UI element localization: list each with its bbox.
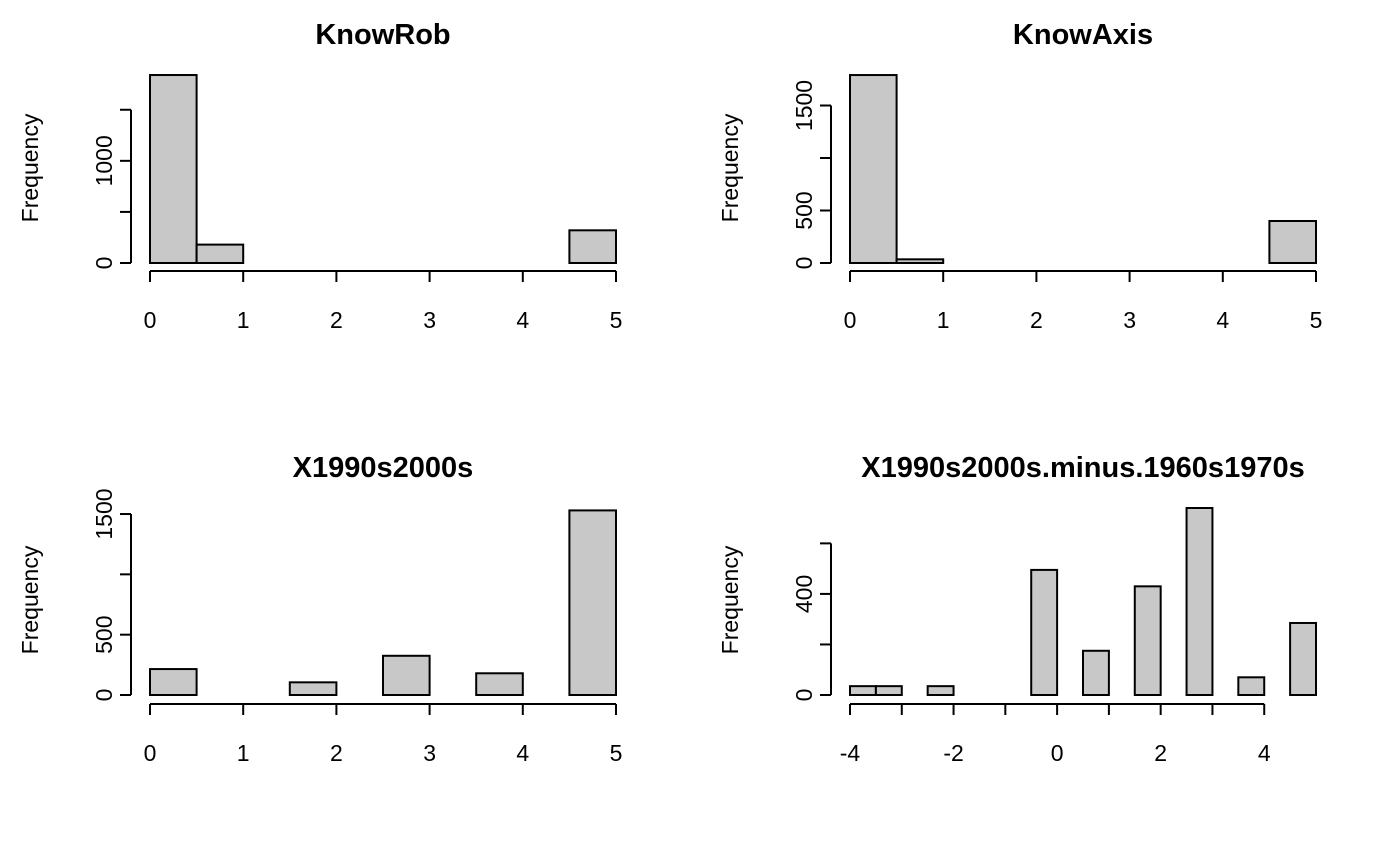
- histogram-bar: [1237, 676, 1266, 696]
- y-tick-label: 1500: [91, 488, 117, 539]
- x-tick-label: -2: [943, 740, 963, 766]
- histogram-bar: [475, 672, 524, 697]
- panel-title: X1990s2000s: [293, 452, 474, 484]
- histogram-bar: [382, 654, 431, 697]
- x-tick-label: 1: [237, 740, 250, 766]
- x-tick-label: 2: [1030, 307, 1043, 333]
- panel-title: X1990s2000s.minus.1960s1970s: [861, 452, 1304, 484]
- x-tick-label: 0: [844, 307, 857, 333]
- histogram-bar: [568, 229, 618, 264]
- histogram-bar: [1133, 585, 1162, 696]
- y-tick-label: 1000: [91, 135, 117, 186]
- x-tick-label: 0: [144, 307, 157, 333]
- y-axis-label: Frequency: [17, 545, 43, 654]
- histogram-panel-1: KnowRob Frequency 0 1000 0 1 2 3 4 5: [17, 19, 622, 333]
- x-tick-label: -4: [840, 740, 861, 766]
- histogram-bar: [1082, 649, 1110, 697]
- x-tick-label: 3: [423, 307, 436, 333]
- histogram-bar: [1289, 621, 1317, 697]
- histogram-bar: [1030, 568, 1059, 697]
- x-tick-label: 4: [1258, 740, 1271, 766]
- x-tick-label: 0: [1051, 740, 1064, 766]
- y-tick-label: 500: [91, 615, 117, 653]
- histogram-bar: [1268, 220, 1318, 264]
- x-tick-label: 1: [237, 307, 250, 333]
- histogram-bar: [849, 685, 877, 696]
- y-axis-label: Frequency: [717, 113, 743, 222]
- histogram-bar: [849, 74, 898, 264]
- x-tick-label: 2: [330, 740, 343, 766]
- x-tick-label: 2: [330, 307, 343, 333]
- x-tick-label: 4: [516, 307, 529, 333]
- y-axis-label: Frequency: [17, 113, 43, 222]
- histogram-panel-2: KnowAxis Frequency 0 500 1500 0 1 2 3 4 5: [717, 19, 1322, 333]
- histogram-bar: [1185, 507, 1214, 696]
- y-tick-label: 0: [91, 689, 117, 702]
- y-tick-label: 500: [791, 191, 817, 229]
- x-tick-label: 4: [1216, 307, 1229, 333]
- histogram-bar: [568, 509, 618, 696]
- y-tick-label: 0: [91, 257, 117, 270]
- panel-title: KnowRob: [315, 19, 450, 51]
- histogram-bar: [288, 681, 338, 697]
- histogram-bar: [895, 258, 945, 265]
- histogram-bar: [926, 685, 955, 696]
- x-tick-label: 0: [144, 740, 157, 766]
- x-tick-label: 5: [610, 740, 623, 766]
- y-tick-label: 400: [791, 575, 817, 613]
- histogram-bar: [149, 74, 198, 264]
- y-tick-label: 1500: [791, 80, 817, 131]
- x-tick-label: 5: [610, 307, 623, 333]
- x-tick-label: 5: [1310, 307, 1323, 333]
- x-tick-label: 4: [516, 740, 529, 766]
- histogram-panel-3: X1990s2000s Frequency 0 500 1500 0 1 2 3 4 5: [17, 452, 622, 766]
- histogram-bar: [195, 243, 245, 264]
- x-tick-label: 1: [937, 307, 950, 333]
- x-tick-label: 3: [1123, 307, 1136, 333]
- y-axis-label: Frequency: [717, 545, 743, 654]
- histogram-panel-4: X1990s2000s.minus.1960s1970sFrequency040…: [717, 452, 1317, 766]
- y-tick-label: 0: [791, 257, 817, 270]
- x-tick-label: 3: [423, 740, 436, 766]
- panel-title: KnowAxis: [1013, 19, 1153, 51]
- histogram-bar: [874, 685, 903, 696]
- histogram-bar: [149, 668, 198, 696]
- x-tick-label: 2: [1154, 740, 1167, 766]
- y-tick-label: 0: [791, 689, 817, 702]
